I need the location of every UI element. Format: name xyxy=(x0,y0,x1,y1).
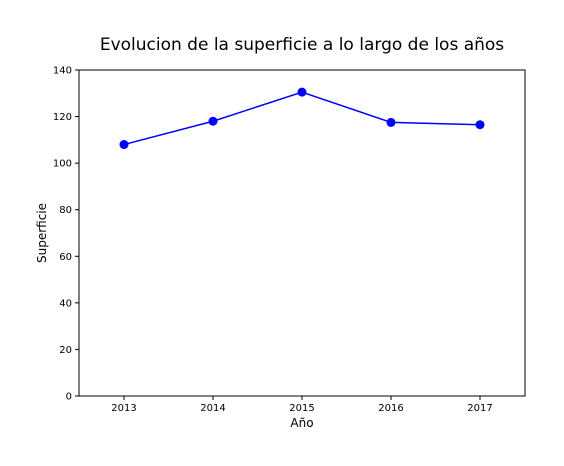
y-tick-label: 0 xyxy=(66,392,72,403)
x-tick-label: 2015 xyxy=(289,403,314,414)
y-tick-label: 100 xyxy=(53,159,72,170)
y-tick-label: 80 xyxy=(59,205,72,216)
data-point xyxy=(475,120,485,130)
x-tick-label: 2014 xyxy=(200,403,225,414)
series-layer xyxy=(119,87,485,150)
x-tick-label: 2017 xyxy=(467,403,492,414)
y-axis-label: Superficie xyxy=(35,203,49,263)
y-tick-label: 20 xyxy=(59,345,72,356)
x-axis-label: Año xyxy=(290,416,313,430)
chart-title: Evolucion de la superficie a lo largo de… xyxy=(100,35,504,55)
y-tick-label: 120 xyxy=(53,112,72,123)
x-tick-label: 2016 xyxy=(378,403,403,414)
y-tick-label: 60 xyxy=(59,252,72,263)
y-tick-label: 140 xyxy=(53,66,72,77)
x-tick-label: 2013 xyxy=(111,403,136,414)
data-point xyxy=(208,116,218,126)
y-axis-ticks: 0 20 40 60 80 100 120 140 xyxy=(53,66,79,403)
plot-frame xyxy=(78,69,526,397)
x-axis-ticks: 2013 2014 2015 2016 2017 xyxy=(111,396,493,414)
data-point xyxy=(119,140,129,150)
data-point xyxy=(386,117,396,127)
data-point xyxy=(297,87,307,97)
y-tick-label: 40 xyxy=(59,298,72,309)
